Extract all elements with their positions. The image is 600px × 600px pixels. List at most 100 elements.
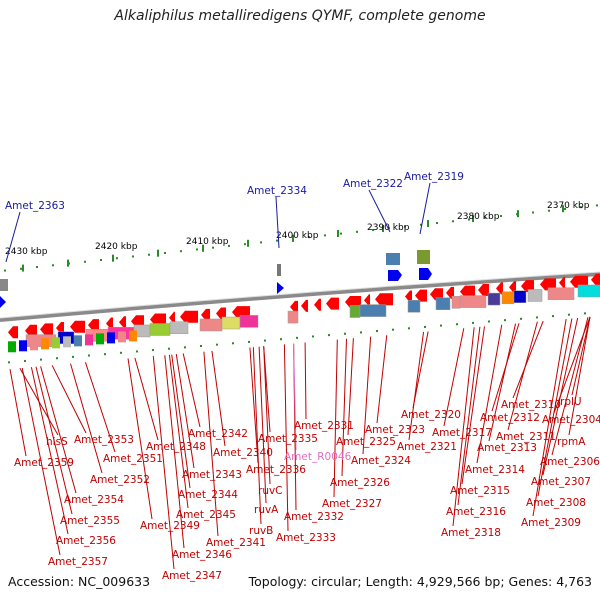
ruler-dot [100, 259, 102, 261]
gene-label[interactable]: Amet_2355 [60, 515, 120, 527]
ruler-dot [468, 218, 470, 221]
gene-label[interactable]: Amet_2356 [56, 535, 116, 547]
gene-label[interactable]: Amet_2322 [343, 178, 403, 190]
gene-label[interactable]: Amet_2323 [365, 424, 425, 436]
gene-label[interactable]: Amet_2342 [188, 428, 248, 440]
reverse-arrow [119, 316, 126, 329]
gene-label[interactable]: Amet_2346 [172, 549, 232, 561]
gene-label[interactable]: ruvA [254, 504, 279, 516]
ruler-dot-lower [8, 361, 10, 364]
feature-square [129, 330, 137, 342]
ruler-dot [4, 269, 6, 272]
label-connector [542, 317, 579, 476]
label-connector [443, 328, 465, 427]
ruler-label: 2370 kbp [547, 201, 590, 211]
gene-label[interactable]: Amet_2335 [258, 433, 318, 445]
label-connector [476, 324, 503, 464]
gene-label[interactable]: Amet_2311 [496, 431, 556, 443]
label-connector [408, 331, 425, 441]
gene-label[interactable]: Amet_2354 [64, 494, 124, 506]
gene-label[interactable]: Amet_2317 [432, 427, 492, 439]
gene-label[interactable]: Amet_2325 [336, 436, 396, 448]
ruler-dot-lower [424, 325, 426, 328]
gene-label[interactable]: Amet_2319 [404, 171, 464, 183]
gene-label[interactable]: Amet_2333 [276, 532, 336, 544]
gene-label[interactable]: Amet_2318 [441, 527, 501, 539]
gene-label[interactable]: Amet_2345 [176, 509, 236, 521]
feature-block [199, 318, 223, 332]
gene-label[interactable]: Amet_2343 [182, 469, 242, 481]
ruler-dot [404, 225, 406, 228]
ruler-dot [420, 223, 422, 226]
ruler-dot-lower [56, 357, 58, 360]
ruler-dot [180, 250, 182, 253]
gene-label[interactable]: Amet_2349 [140, 520, 200, 532]
gene-label[interactable]: Amet_2353 [74, 434, 134, 446]
gene-label[interactable]: Amet_2321 [397, 441, 457, 453]
label-connector [171, 354, 191, 489]
gene-label[interactable]: rpmA [557, 436, 586, 448]
gene-label[interactable]: Amet_2352 [90, 474, 150, 486]
gene-label[interactable]: Amet_2359 [14, 457, 74, 469]
reverse-strand-arrows[interactable] [8, 273, 600, 339]
ruler-dot-lower [392, 328, 394, 331]
gene-label[interactable]: ruvB [249, 525, 273, 537]
reverse-arrow [70, 320, 85, 333]
reverse-arrow [509, 281, 516, 294]
gene-label[interactable]: Amet_2320 [401, 409, 461, 421]
ruler-dot-lower [168, 347, 170, 350]
gene-label[interactable]: Amet_2344 [178, 489, 238, 501]
label-connector [35, 366, 73, 515]
gene-label[interactable]: Amet_2313 [477, 442, 537, 454]
forward-gene-amet-2319[interactable] [417, 182, 432, 280]
forward-gene-amet-2322[interactable] [368, 189, 402, 281]
gene-label[interactable]: Amet_2332 [284, 511, 344, 523]
ruler-tick [562, 205, 564, 213]
ruler-dot [84, 260, 86, 263]
feature-block [169, 321, 189, 334]
gene-label[interactable]: Amet_2309 [521, 517, 581, 529]
label-connector [488, 323, 517, 442]
gene-label[interactable]: Amet_2331 [294, 420, 354, 432]
gene-label[interactable]: Amet_2341 [206, 537, 266, 549]
gene-label[interactable]: Amet_2324 [351, 455, 411, 467]
gene-label[interactable]: Amet_2316 [446, 506, 506, 518]
gene-label[interactable]: Amet_2315 [450, 485, 510, 497]
gene-label[interactable]: Amet_2310 [501, 399, 561, 411]
gene-label[interactable]: ruvC [258, 485, 283, 497]
gene-label[interactable]: Amet_2304 [542, 414, 600, 426]
gene-label[interactable]: Amet_2308 [526, 497, 586, 509]
gene-label[interactable]: Amet_2340 [213, 447, 273, 459]
forward-gene-amet-2363[interactable] [0, 211, 21, 308]
gene-label[interactable]: Amet_2348 [146, 441, 206, 453]
gene-label[interactable]: Amet_2327 [322, 498, 382, 510]
gene-label[interactable]: Amet_2357 [48, 556, 108, 568]
label-connector [211, 350, 226, 447]
gene-label[interactable]: Amet_2336 [246, 464, 306, 476]
ruler-dot-lower [456, 323, 458, 326]
forward-gene-amet-2334[interactable] [275, 196, 284, 294]
gene-label[interactable]: Amet_2347 [162, 570, 222, 582]
gene-label[interactable]: Amet_2351 [103, 453, 163, 465]
reverse-arrow [326, 297, 339, 310]
reverse-arrow [345, 295, 361, 308]
ruler-dot-lower [520, 317, 522, 320]
gene-label[interactable]: hisS [46, 436, 68, 448]
gene-label[interactable]: Amet_2306 [540, 456, 600, 468]
gene-label[interactable]: Amet_2314 [465, 464, 525, 476]
ruler-dot [484, 216, 486, 219]
ruler-tick [337, 229, 339, 237]
gene-label[interactable]: Amet_2312 [480, 412, 540, 424]
ruler-dot-lower [216, 343, 218, 346]
label-connector [512, 320, 544, 399]
gene-label[interactable]: Amet_2307 [531, 476, 591, 488]
gene-label[interactable]: Amet_2363 [5, 200, 65, 212]
ruler-dot [228, 244, 230, 247]
gene-label[interactable]: Amet_2334 [247, 185, 307, 197]
reverse-arrow [201, 308, 210, 321]
gene-label[interactable]: rplU [560, 396, 582, 408]
ruler-dot-lower [552, 315, 554, 318]
ruler-label: 2400 kbp [276, 231, 319, 241]
gene-label[interactable]: Amet_2326 [330, 477, 390, 489]
rna-gene-label[interactable]: Amet_R0046 [284, 451, 352, 463]
